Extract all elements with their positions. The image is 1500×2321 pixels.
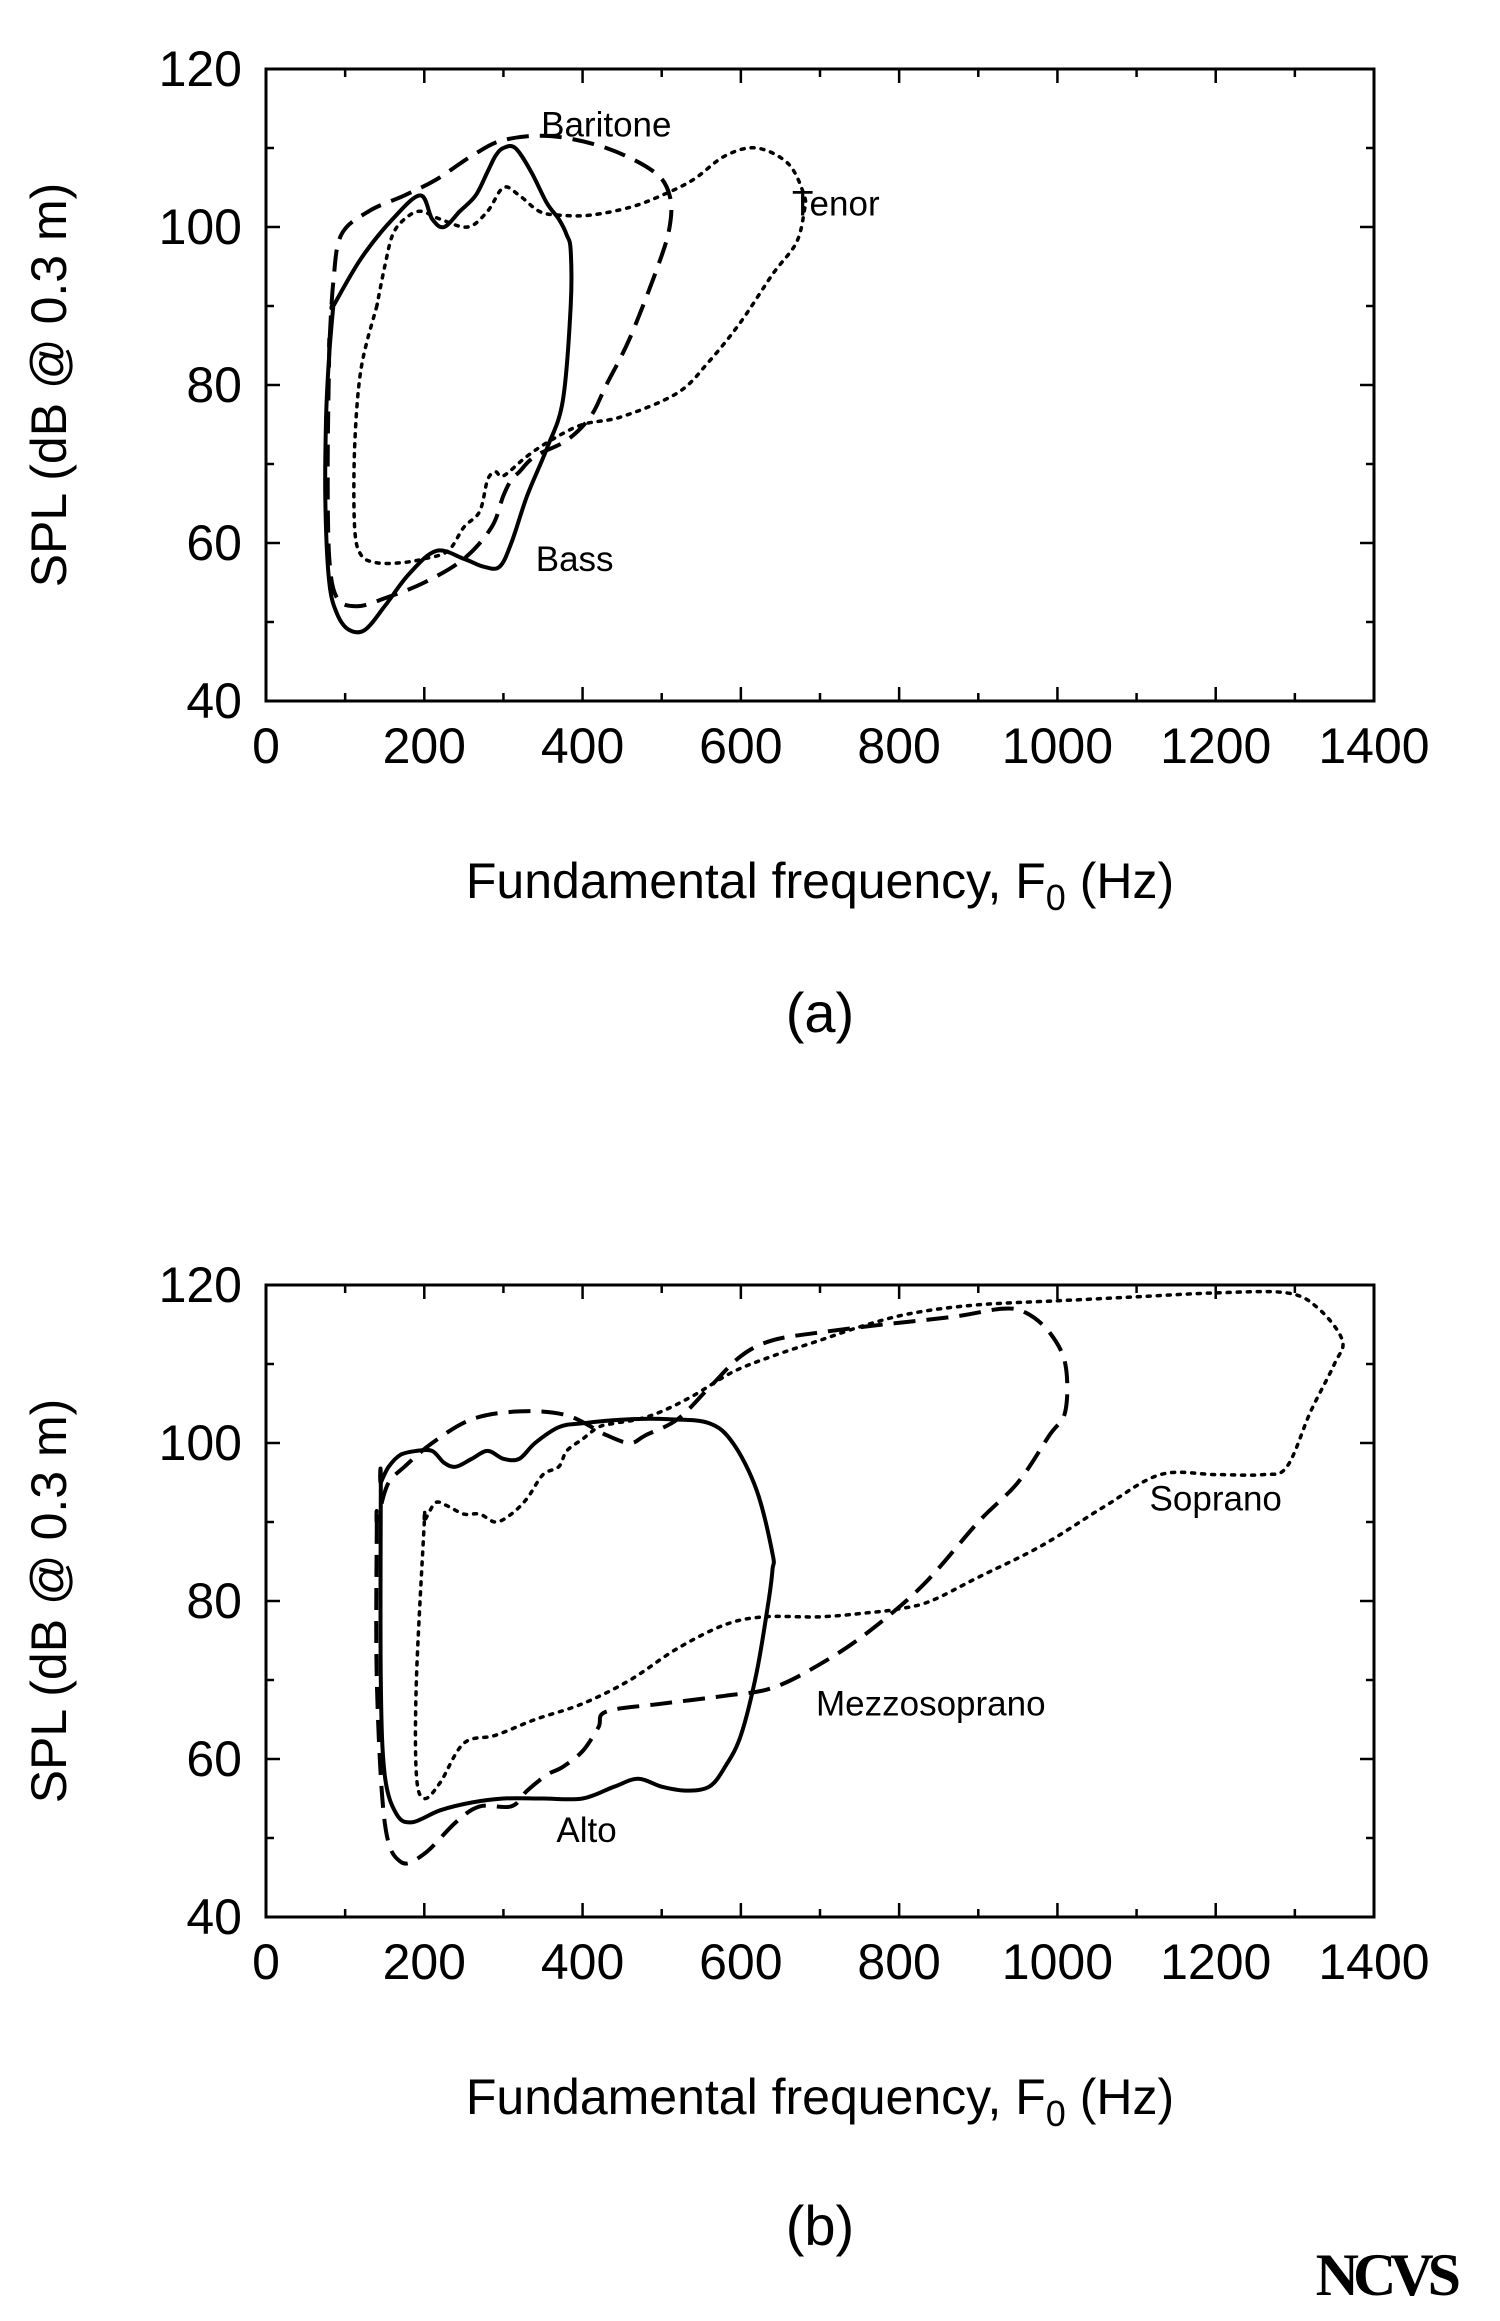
x-tick-label: 200: [383, 1934, 466, 1990]
series-label-baritone: Baritone: [541, 105, 671, 144]
y-tick-label: 40: [186, 673, 242, 729]
y-tick-label: 80: [186, 1573, 242, 1629]
axis-ticks: 0 200 400 600 800 1000 1200 1400 40 60 80 100 120: [159, 1257, 1430, 1990]
series-bass-contour: [323, 143, 574, 635]
logo-text: NCVS: [1316, 2242, 1459, 2308]
x-axis-label: Fundamental frequency, F0 (Hz): [466, 2069, 1174, 2134]
series-lines: [323, 133, 808, 635]
x-tick-label: 800: [857, 718, 940, 774]
x-tick-label: 1200: [1160, 1934, 1271, 1990]
x-tick-label: 1200: [1160, 718, 1271, 774]
x-axis-label-main: Fundamental frequency, F: [466, 853, 1046, 909]
ncvs-logo: NCVS: [1316, 2242, 1465, 2308]
x-tick-label: 800: [857, 1934, 940, 1990]
y-tick-label: 120: [159, 41, 242, 97]
x-axis-label-subscript: 0: [1046, 2093, 1066, 2134]
y-tick-label: 120: [159, 1257, 242, 1313]
series-label-alto: Alto: [556, 1811, 616, 1850]
y-tick-label: 100: [159, 199, 242, 255]
x-tick-label: 1000: [1002, 718, 1113, 774]
x-axis-label-tail: (Hz): [1066, 2069, 1174, 2125]
plot-frame: [264, 67, 1376, 703]
panel-label: (a): [786, 981, 854, 1044]
series-labels: Alto Mezzosoprano Soprano: [556, 1479, 1282, 1850]
chart-panel-b: 0 200 400 600 800 1000 1200 1400 40 60 80 100 120 Al…: [21, 1257, 1430, 2257]
series-lines: [374, 1289, 1345, 1866]
x-tick-label: 1000: [1002, 1934, 1113, 1990]
series-label-soprano: Soprano: [1150, 1479, 1282, 1518]
x-tick-label: 0: [252, 1934, 280, 1990]
x-axis-label-main: Fundamental frequency, F: [466, 2069, 1046, 2125]
x-tick-label: 600: [699, 718, 782, 774]
x-tick-label: 600: [699, 1934, 782, 1990]
series-label-tenor: Tenor: [792, 184, 880, 223]
y-axis-label: SPL (dB @ 0.3 m): [21, 1399, 77, 1804]
series-alto-contour: [378, 1416, 776, 1825]
series-baritone-contour: [325, 133, 674, 609]
x-tick-label: 400: [541, 1934, 624, 1990]
series-label-bass: Bass: [536, 540, 614, 579]
plot-frame: [264, 1283, 1376, 1919]
x-tick-label: 1400: [1318, 1934, 1429, 1990]
series-labels: Bass Baritone Tenor: [536, 105, 880, 579]
y-axis-label: SPL (dB @ 0.3 m): [21, 183, 77, 588]
x-axis-label-subscript: 0: [1046, 877, 1066, 918]
x-tick-label: 0: [252, 718, 280, 774]
series-tenor-contour: [352, 146, 808, 566]
axis-ticks: 0 200 400 600 800 1000 1200 1400 40 60 80 100 120: [159, 41, 1430, 774]
series-mezzosoprano-contour: [374, 1306, 1070, 1866]
x-tick-label: 1400: [1318, 718, 1429, 774]
y-tick-label: 60: [186, 1731, 242, 1787]
y-tick-label: 40: [186, 1889, 242, 1945]
x-tick-label: 200: [383, 718, 466, 774]
y-tick-label: 80: [186, 357, 242, 413]
x-axis-label-tail: (Hz): [1066, 853, 1174, 909]
x-tick-label: 400: [541, 718, 624, 774]
x-axis-label: Fundamental frequency, F0 (Hz): [466, 853, 1174, 918]
series-soprano-contour: [413, 1289, 1345, 1801]
series-label-mezzosoprano: Mezzosoprano: [816, 1685, 1046, 1724]
y-tick-label: 60: [186, 515, 242, 571]
panel-label: (b): [786, 2194, 854, 2257]
chart-panel-a: 0 200 400 600 800 1000 1200 1400 40 60 80 100 120 Ba…: [21, 41, 1430, 1044]
y-tick-label: 100: [159, 1415, 242, 1471]
